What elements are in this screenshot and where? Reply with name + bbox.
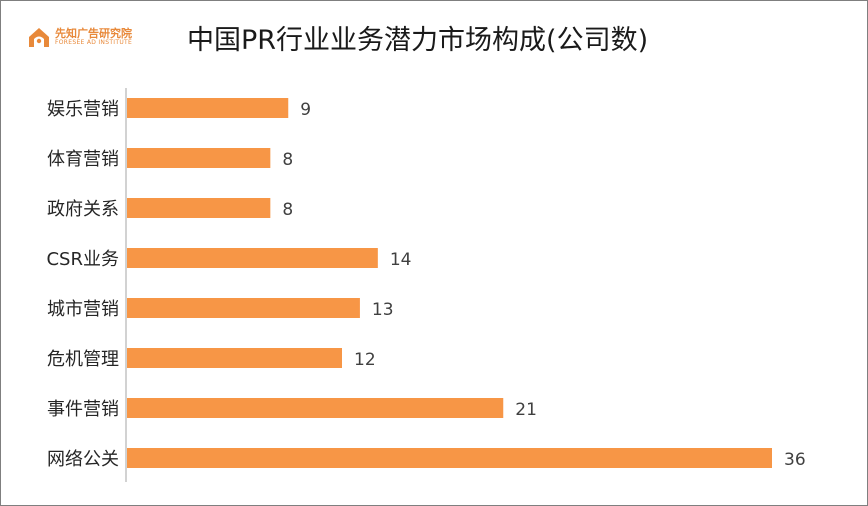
data-label: 12 [354, 350, 376, 370]
data-label: 14 [390, 250, 412, 270]
category-label: 体育营销 [47, 149, 119, 170]
bar [127, 198, 271, 218]
bar [127, 398, 504, 418]
bar [127, 448, 772, 468]
chart-title: 中国PR行业业务潜力市场构成(公司数) [187, 25, 649, 56]
data-label: 36 [784, 450, 806, 470]
bar [127, 98, 289, 118]
category-label: 城市营销 [47, 299, 119, 320]
category-label: CSR业务 [46, 249, 119, 270]
brand-logo: 先知广告研究院 FORESEE AD INSTITUTE [27, 25, 132, 51]
category-label: 娱乐营销 [47, 99, 119, 120]
category-label: 政府关系 [47, 199, 119, 220]
data-label: 8 [282, 200, 293, 220]
category-label: 网络公关 [47, 449, 119, 470]
category-label: 危机管理 [47, 349, 119, 370]
logo-brand-cn: 先知广告研究院 [55, 27, 132, 40]
logo-brand-en: FORESEE AD INSTITUTE [55, 39, 133, 46]
data-label: 13 [372, 300, 394, 320]
bar [127, 348, 342, 368]
house-logo-icon [29, 28, 49, 47]
bar [127, 148, 271, 168]
bar [127, 298, 360, 318]
data-label: 8 [282, 150, 293, 170]
data-label: 21 [515, 400, 537, 420]
bar [127, 248, 378, 268]
data-label: 9 [300, 100, 311, 120]
category-label: 事件营销 [47, 399, 119, 420]
